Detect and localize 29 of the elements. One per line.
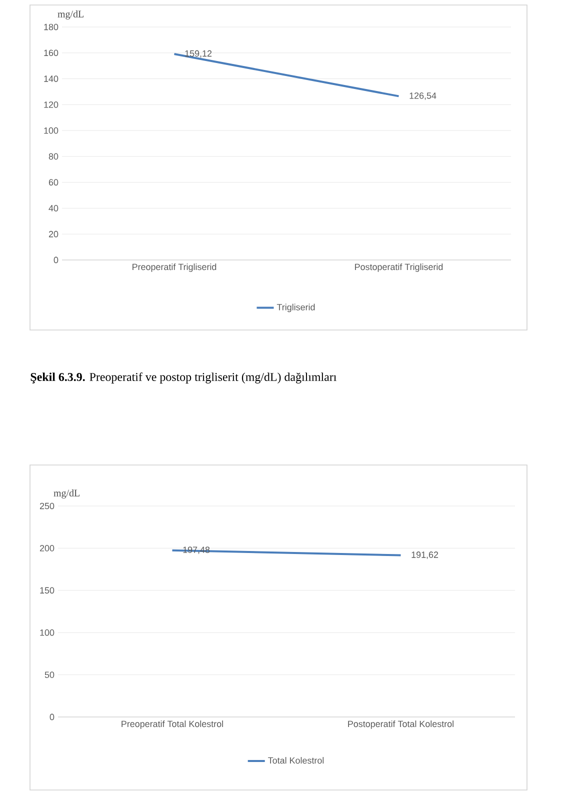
y-tick-label: 200 bbox=[40, 545, 54, 552]
data-label: 191,62 bbox=[412, 552, 438, 559]
y-tick-label: 40 bbox=[48, 205, 58, 212]
y-tick-label: 160 bbox=[44, 50, 58, 56]
y-tick-label: 20 bbox=[48, 230, 58, 238]
y-tick-label: 120 bbox=[44, 101, 58, 108]
x-tick-label: Postoperatif Total Kolestrol bbox=[348, 720, 454, 729]
legend-label: Total Kolestrol bbox=[268, 757, 324, 764]
data-label: 197,48 bbox=[183, 546, 210, 554]
y-axis-title: mg/dL bbox=[54, 489, 80, 498]
y-tick-label: 100 bbox=[40, 629, 54, 636]
data-label: 159,12 bbox=[185, 50, 212, 58]
y-tick-label: 80 bbox=[48, 153, 58, 160]
y-tick-label: 180 bbox=[44, 24, 58, 30]
x-tick-label: Postoperatif Trigliserid bbox=[355, 264, 443, 272]
y-tick-label: 60 bbox=[48, 179, 58, 186]
y-axis-title: mg/dL bbox=[58, 10, 84, 20]
legend-label: Trigliserid bbox=[276, 304, 315, 312]
y-tick-label: 150 bbox=[40, 587, 54, 594]
data-label: 126,54 bbox=[410, 92, 436, 100]
y-tick-label: 140 bbox=[44, 76, 58, 82]
y-tick-label: 0 bbox=[50, 714, 54, 720]
y-tick-label: 250 bbox=[40, 502, 54, 510]
x-tick-label: Preoperatif Total Kolestrol bbox=[122, 720, 223, 729]
text: Şekil 6.3.9. Preoperatif ve postop trigliserit (mg/dL) dağılımları bbox=[30, 372, 336, 384]
y-tick-label: 50 bbox=[44, 672, 54, 678]
y-tick-label: 0 bbox=[54, 256, 58, 264]
y-tick-label: 100 bbox=[44, 127, 58, 134]
x-tick-label: Preoperatif Trigliserid bbox=[132, 264, 216, 272]
